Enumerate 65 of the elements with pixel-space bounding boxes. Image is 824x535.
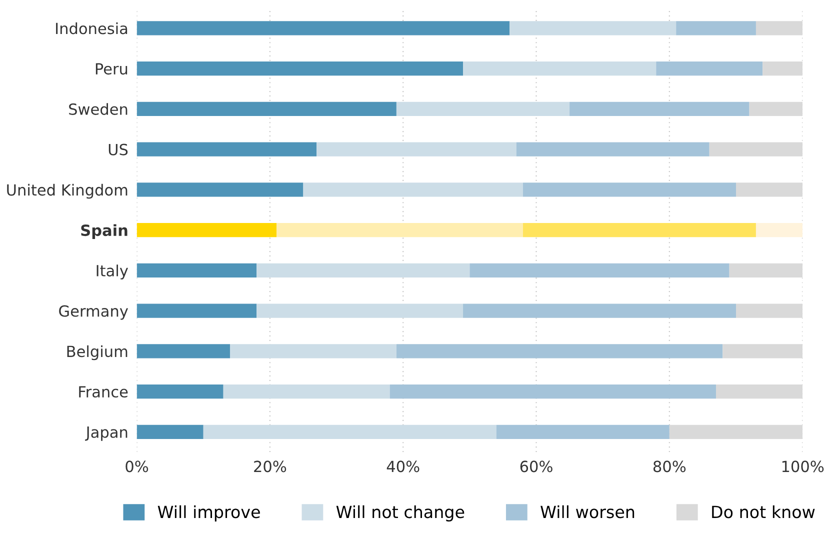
y-tick-label: Sweden — [69, 103, 128, 115]
legend-label: Will improve — [158, 505, 260, 522]
bar — [716, 384, 803, 399]
x-tick-label: 100% — [782, 460, 824, 472]
bar — [463, 62, 656, 76]
bar — [136, 102, 396, 116]
bar — [669, 424, 803, 439]
y-tick-label: US — [108, 144, 128, 156]
y-tick-label: United Kingdom — [7, 184, 128, 199]
bar — [256, 263, 470, 278]
bar — [676, 21, 756, 36]
y-tick-label: France — [79, 386, 128, 398]
bar — [722, 344, 803, 358]
bar — [223, 384, 390, 399]
bar — [656, 62, 763, 76]
legend-label: Do not know — [712, 505, 815, 518]
bar — [396, 102, 570, 116]
bar — [136, 263, 257, 278]
bar — [136, 222, 277, 238]
bar — [136, 384, 224, 399]
bar — [463, 304, 736, 318]
bar — [316, 142, 516, 156]
bar — [136, 62, 464, 76]
bar — [736, 182, 803, 197]
bar — [136, 21, 510, 36]
bar — [570, 102, 750, 116]
bar — [203, 424, 496, 439]
bar — [756, 21, 803, 36]
y-tick-label: Peru — [96, 63, 128, 75]
bar — [136, 344, 230, 358]
bar — [136, 182, 304, 197]
bar — [736, 304, 803, 318]
bar — [522, 222, 756, 238]
bar — [396, 344, 723, 358]
bar — [256, 304, 464, 318]
x-tick-label: 20% — [254, 460, 286, 472]
bar — [516, 142, 710, 156]
bar — [496, 424, 670, 439]
y-tick-label: Germany — [59, 305, 128, 320]
x-tick-label: 40% — [386, 460, 420, 472]
bar — [510, 21, 676, 36]
bar — [729, 263, 803, 278]
x-tick-label: 80% — [653, 460, 686, 472]
bar — [390, 384, 716, 399]
x-tick-label: 60% — [520, 460, 552, 472]
y-tick-label: Italy — [96, 264, 128, 280]
legend-label: Will not change — [336, 505, 464, 522]
bar — [522, 182, 736, 197]
bar — [136, 304, 257, 318]
bar — [230, 344, 396, 358]
bar — [470, 263, 730, 278]
bar — [762, 62, 803, 76]
bar — [303, 182, 523, 197]
bar — [276, 222, 523, 238]
bar — [709, 142, 803, 156]
y-tick-label: Belgium — [67, 345, 128, 360]
bar — [749, 102, 803, 116]
y-tick-label: Japan — [85, 426, 128, 441]
x-tick-label: 0% — [126, 460, 148, 472]
y-tick-label: Spain — [81, 224, 128, 240]
bar — [756, 222, 803, 238]
y-tick-label: Indonesia — [56, 22, 128, 34]
bar — [136, 424, 204, 439]
legend-label: Will worsen — [540, 505, 634, 518]
bar — [136, 142, 317, 156]
